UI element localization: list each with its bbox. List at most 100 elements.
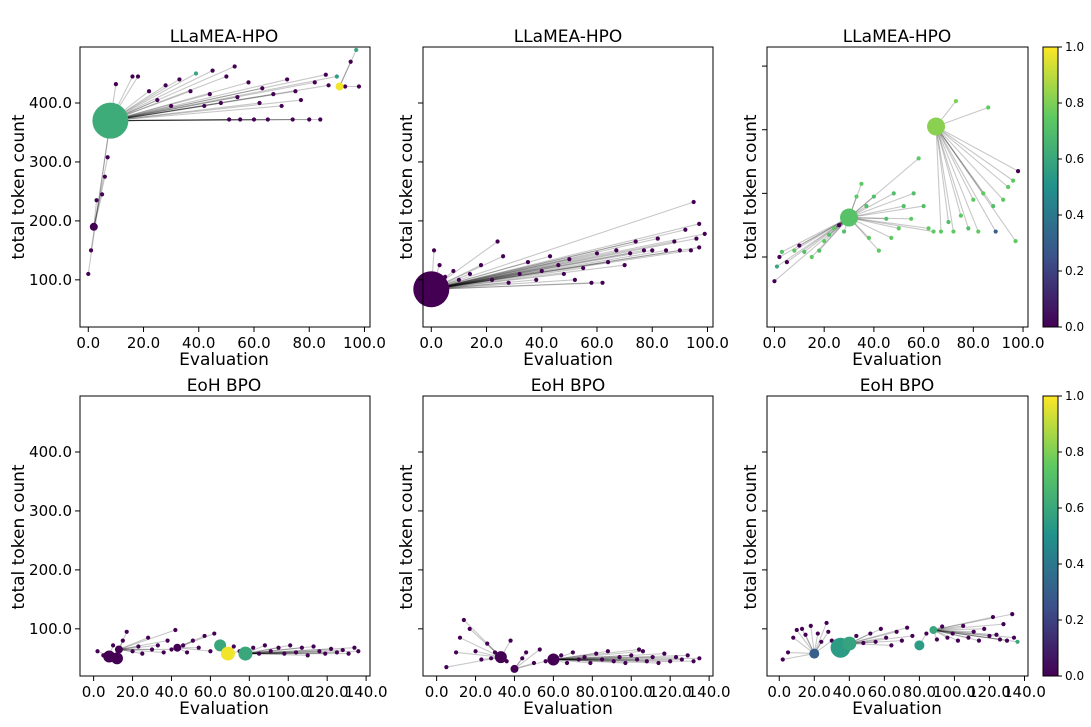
lineage-edge bbox=[339, 49, 357, 87]
highlight-point bbox=[238, 646, 253, 661]
lineage-edge bbox=[431, 246, 700, 290]
data-point bbox=[991, 203, 996, 209]
data-point bbox=[987, 633, 992, 639]
data-point bbox=[547, 254, 553, 259]
data-point bbox=[958, 213, 963, 218]
lineage-edge bbox=[813, 622, 828, 654]
lineage-edge bbox=[935, 126, 997, 232]
highlight-point bbox=[510, 664, 519, 673]
lineage-edge bbox=[553, 658, 614, 662]
data-point bbox=[662, 651, 667, 656]
y-axis-label: total token count bbox=[9, 114, 29, 260]
highlight-point bbox=[927, 117, 946, 136]
data-point bbox=[990, 614, 996, 620]
highlight-point bbox=[214, 639, 227, 652]
data-point bbox=[784, 259, 789, 265]
colorbar-scale bbox=[1042, 395, 1059, 677]
data-point bbox=[285, 77, 290, 82]
data-point bbox=[794, 627, 799, 633]
lineage-edge bbox=[87, 120, 111, 275]
data-point bbox=[854, 633, 859, 639]
data-point bbox=[202, 103, 207, 109]
data-point bbox=[561, 271, 566, 277]
colorbar-tick-label: 0.6 bbox=[1065, 152, 1084, 166]
data-point bbox=[457, 635, 463, 640]
highlight-point bbox=[914, 640, 925, 651]
x-tick-label: 0.0 bbox=[767, 683, 791, 701]
highlight-point bbox=[494, 651, 507, 664]
data-point bbox=[534, 277, 539, 282]
lineage-edge bbox=[553, 658, 647, 662]
data-point bbox=[155, 97, 160, 103]
data-point bbox=[1015, 168, 1021, 174]
x-tick-label: 60.0 bbox=[580, 334, 613, 352]
axes-frame bbox=[79, 395, 371, 677]
data-point bbox=[982, 626, 987, 631]
data-point bbox=[677, 248, 682, 253]
data-point bbox=[1004, 638, 1010, 643]
data-point bbox=[945, 635, 950, 640]
data-point bbox=[791, 635, 796, 640]
x-tick-label: 100.0 bbox=[933, 683, 976, 701]
data-point bbox=[931, 229, 936, 234]
lineage-edge bbox=[553, 658, 671, 662]
colorbar-tick-label: 1.0 bbox=[1065, 40, 1084, 54]
lineage-edge bbox=[431, 249, 680, 290]
edge-group bbox=[774, 100, 1019, 282]
lineage-edge bbox=[935, 126, 1019, 172]
x-tick-label: 80.0 bbox=[957, 334, 990, 352]
lineage-edge bbox=[803, 217, 850, 253]
colorbar-tick-label: 0.4 bbox=[1065, 557, 1084, 571]
data-point bbox=[827, 232, 832, 237]
data-point bbox=[622, 263, 627, 268]
data-point bbox=[899, 638, 904, 643]
lineage-edge bbox=[431, 238, 697, 290]
lineage-edge bbox=[431, 255, 551, 290]
lineage-edge bbox=[456, 651, 501, 658]
data-point bbox=[492, 650, 498, 655]
lineage-edge bbox=[431, 270, 542, 290]
lineage-edge bbox=[935, 126, 1009, 188]
edge-group bbox=[430, 201, 705, 290]
data-point bbox=[911, 191, 916, 196]
lineage-edge bbox=[431, 240, 675, 290]
data-point bbox=[777, 254, 782, 260]
lineage-edge bbox=[848, 205, 924, 219]
data-point bbox=[780, 657, 785, 662]
lineage-edge bbox=[110, 81, 315, 122]
lineage-edge bbox=[90, 120, 111, 251]
x-tick-label: 0.0 bbox=[425, 683, 449, 701]
lineage-edge bbox=[553, 656, 620, 661]
colorbar-tick-label: 0.2 bbox=[1065, 264, 1084, 278]
data-point bbox=[876, 248, 881, 253]
x-tick-label: 100.0 bbox=[686, 334, 729, 352]
data-point bbox=[889, 235, 894, 241]
data-point bbox=[772, 279, 777, 284]
data-point bbox=[543, 659, 548, 664]
lineage-edge bbox=[848, 192, 914, 219]
data-point bbox=[1006, 184, 1011, 190]
data-point bbox=[971, 197, 976, 202]
data-point bbox=[210, 68, 215, 73]
lineage-edge bbox=[93, 176, 106, 227]
lineage-edge bbox=[431, 282, 592, 290]
data-point bbox=[323, 72, 328, 77]
lineage-edge bbox=[431, 267, 584, 290]
data-point bbox=[489, 277, 495, 282]
data-point bbox=[99, 192, 105, 197]
data-point bbox=[567, 257, 572, 262]
lineage-edge bbox=[933, 629, 990, 637]
x-axis-label: Evaluation bbox=[523, 699, 613, 719]
lineage-edge bbox=[431, 201, 694, 290]
data-point bbox=[861, 640, 866, 646]
lineage-edge bbox=[553, 658, 591, 664]
data-point bbox=[891, 191, 896, 196]
data-point bbox=[650, 655, 655, 660]
x-tick-label: 100.0 bbox=[267, 683, 310, 701]
x-tick-label: 20.0 bbox=[470, 334, 503, 352]
panel-eoh-bpo-3: EoH BPO 0.0 20.0 40.0 60.0 80.0100.0120.0140… bbox=[741, 376, 1046, 719]
data-point bbox=[479, 657, 484, 662]
data-point bbox=[824, 620, 829, 626]
data-point bbox=[836, 223, 842, 228]
data-point bbox=[260, 86, 265, 91]
